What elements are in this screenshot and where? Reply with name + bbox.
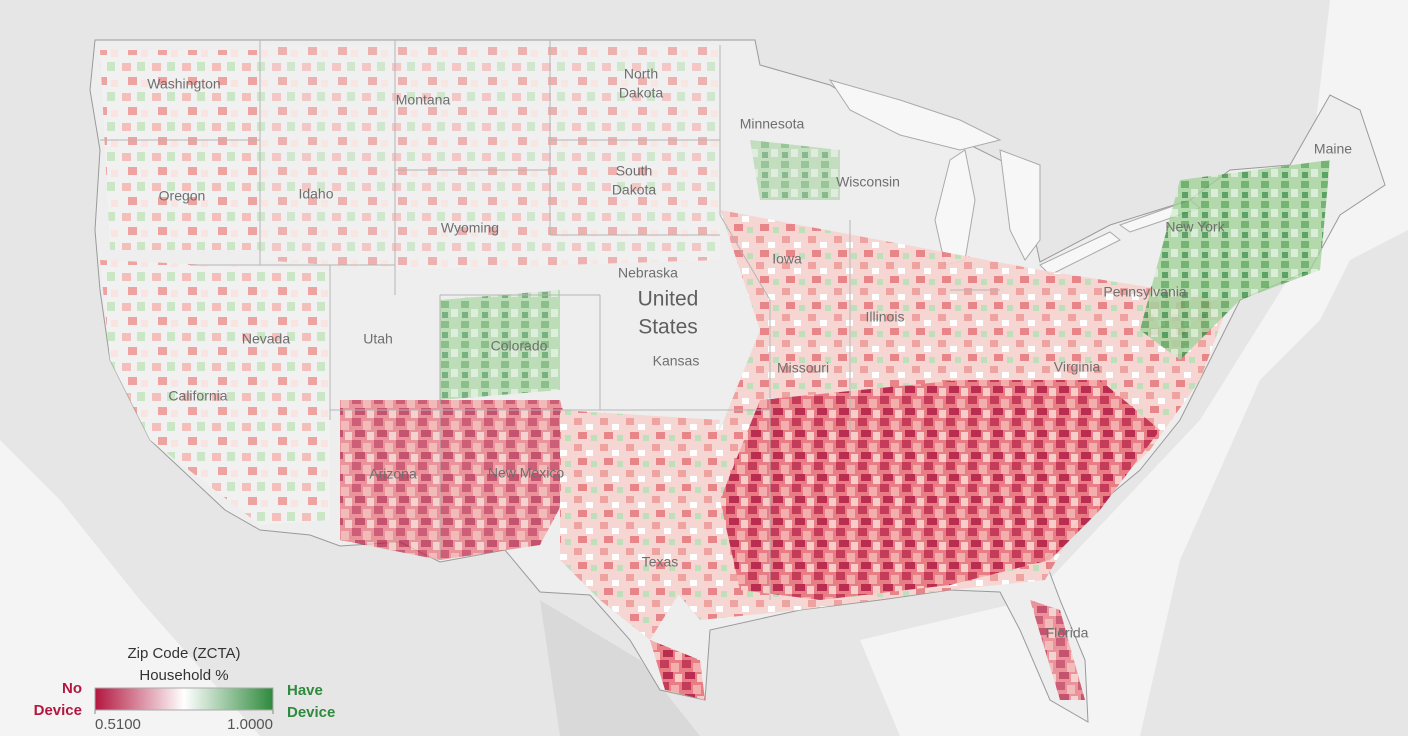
legend-low-label: Device [34, 702, 82, 719]
mexico [540, 600, 700, 736]
state-label: New Mexico [488, 465, 564, 481]
state-label: California [168, 388, 227, 404]
country-label: United [638, 288, 699, 311]
zip-texture [100, 45, 1330, 700]
ocean [0, 440, 260, 736]
state-label: Dakota [612, 182, 657, 198]
legend-low-label: No [62, 680, 82, 697]
country-label: States [638, 316, 698, 339]
state-label: North [624, 66, 658, 82]
state-labels: Washington Montana North Dakota Minnesot… [147, 66, 1352, 641]
state-label: Minnesota [740, 116, 805, 132]
state-borders [100, 40, 1000, 600]
ocean [860, 0, 1408, 736]
state-label: Wyoming [441, 220, 499, 236]
state-label: Iowa [772, 251, 802, 267]
state-label: Pennsylvania [1103, 284, 1186, 300]
lake [999, 149, 1041, 261]
state-label: Utah [363, 331, 393, 347]
state-label: Kansas [653, 353, 700, 369]
legend-title: Household % [139, 667, 228, 684]
state-label: Dakota [619, 85, 664, 101]
state-label: Virginia [1054, 359, 1101, 375]
state-label: New York [1165, 219, 1225, 235]
legend-tick-label: 0.5100 [95, 716, 141, 733]
legend-title: Zip Code (ZCTA) [127, 645, 240, 662]
state-label: Arizona [369, 466, 417, 482]
legend: Zip Code (ZCTA) Household % No Device Ha… [34, 645, 336, 733]
state-label: Oregon [159, 188, 206, 204]
state-label: Wisconsin [836, 174, 900, 190]
legend-high-label: Device [287, 704, 335, 721]
lake [828, 79, 1002, 151]
state-label: Idaho [298, 186, 333, 202]
state-label: Colorado [491, 338, 548, 354]
legend-tick-label: 1.0000 [227, 716, 273, 733]
state-label: Nebraska [618, 265, 678, 281]
state-label: Nevada [242, 331, 290, 347]
state-label: Maine [1314, 141, 1352, 157]
state-label: Illinois [866, 309, 905, 325]
legend-color-bar [94, 687, 274, 711]
state-label: Texas [642, 554, 679, 570]
state-label: Montana [396, 92, 451, 108]
legend-high-label: Have [287, 682, 323, 699]
state-label: Missouri [777, 360, 829, 376]
state-label: Florida [1046, 625, 1089, 641]
state-label: Washington [147, 76, 220, 92]
state-label: South [616, 163, 653, 179]
